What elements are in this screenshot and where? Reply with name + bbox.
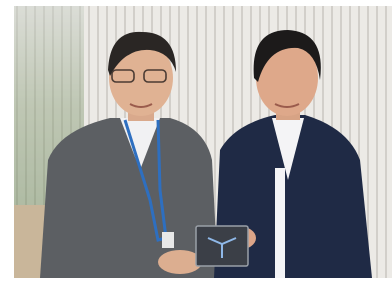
page: (() => { const data = JSON.parse(documen… (0, 0, 392, 284)
plaque (196, 226, 248, 266)
photo (0, 0, 392, 284)
